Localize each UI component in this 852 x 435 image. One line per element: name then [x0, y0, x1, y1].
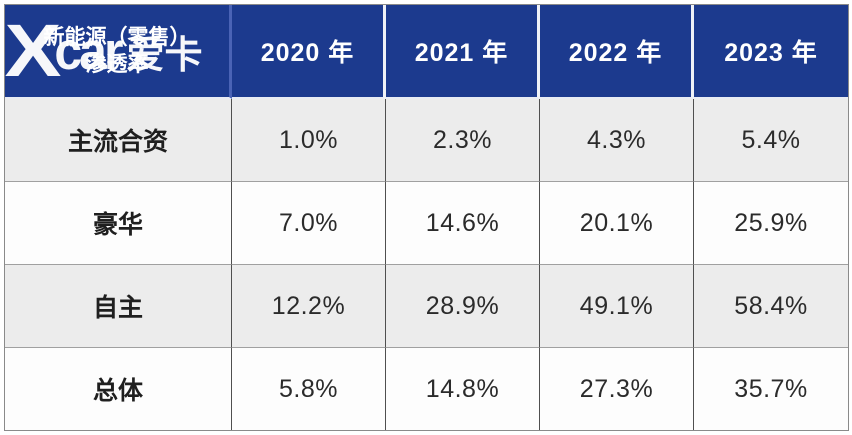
- value-mainstream-jv-2021: 2.3%: [386, 99, 540, 182]
- value-domestic-2021: 28.9%: [386, 265, 540, 348]
- header-cell-2021: 2021 年: [386, 5, 540, 99]
- value-domestic-2023: 58.4%: [694, 265, 848, 348]
- row-label-mainstream-jv: 主流合资: [5, 99, 232, 182]
- penetration-rate-table: 新能源（零售） 渗透率 2020 年 2021 年 2022 年 2023 年 …: [4, 4, 849, 431]
- value-mainstream-jv-2023: 5.4%: [694, 99, 848, 182]
- value-mainstream-jv-2020: 1.0%: [232, 99, 386, 182]
- row-label-overall: 总体: [5, 348, 232, 430]
- value-overall-2022: 27.3%: [540, 348, 694, 430]
- value-luxury-2023: 25.9%: [694, 182, 848, 265]
- value-overall-2020: 5.8%: [232, 348, 386, 430]
- row-label-luxury: 豪华: [5, 182, 232, 265]
- metric-label-line1: 新能源（零售）: [43, 25, 191, 49]
- value-overall-2023: 35.7%: [694, 348, 848, 430]
- value-overall-2021: 14.8%: [386, 348, 540, 430]
- metric-label-line2: 渗透率: [85, 53, 149, 76]
- value-domestic-2022: 49.1%: [540, 265, 694, 348]
- header-cell-metric: 新能源（零售） 渗透率: [5, 5, 232, 99]
- value-luxury-2022: 20.1%: [540, 182, 694, 265]
- header-cell-2020: 2020 年: [232, 5, 386, 99]
- header-cell-2022: 2022 年: [540, 5, 694, 99]
- value-luxury-2021: 14.6%: [386, 182, 540, 265]
- value-domestic-2020: 12.2%: [232, 265, 386, 348]
- row-label-domestic: 自主: [5, 265, 232, 348]
- value-luxury-2020: 7.0%: [232, 182, 386, 265]
- header-cell-2023: 2023 年: [694, 5, 848, 99]
- value-mainstream-jv-2022: 4.3%: [540, 99, 694, 182]
